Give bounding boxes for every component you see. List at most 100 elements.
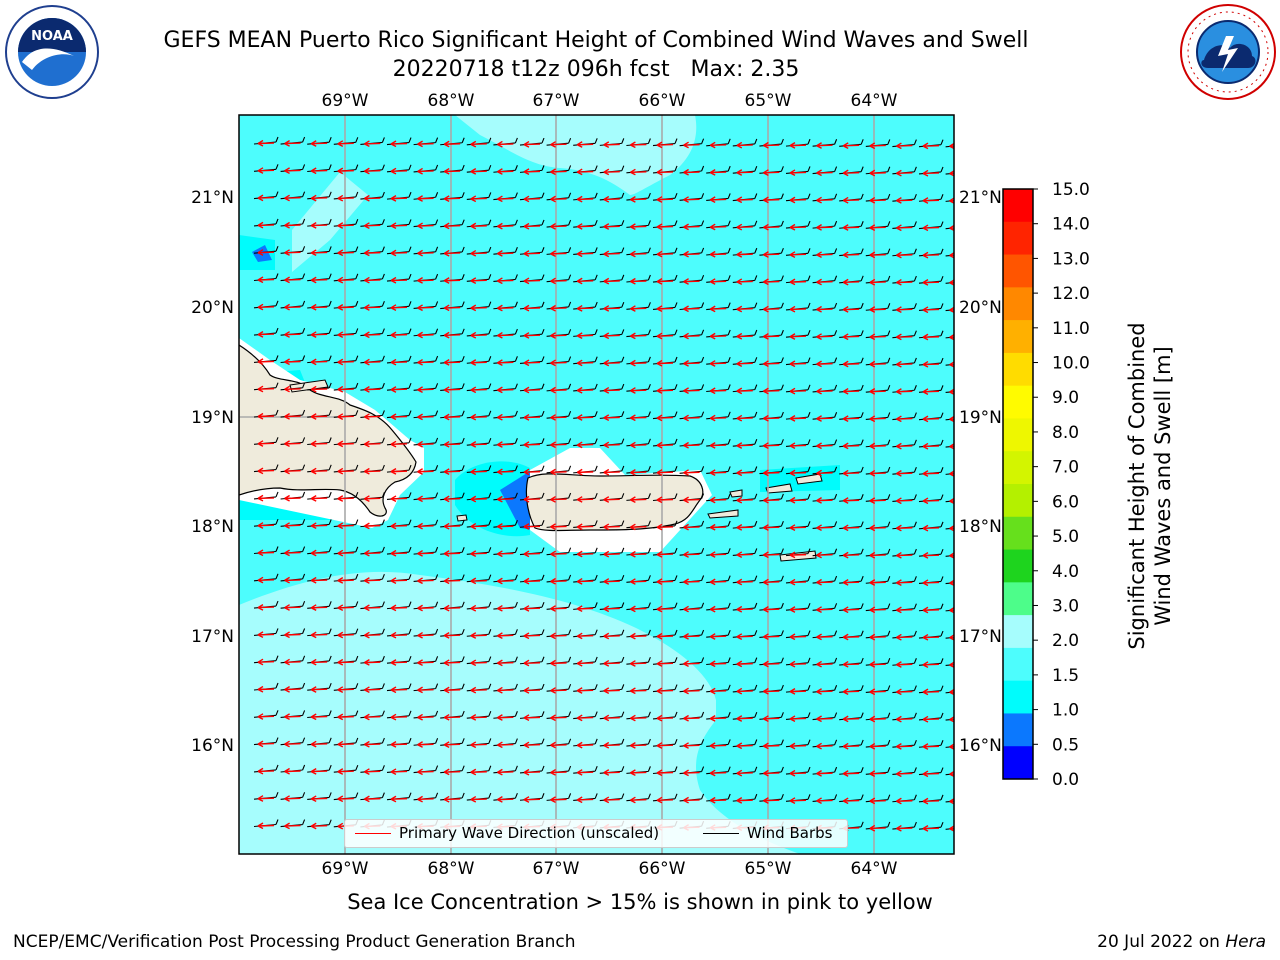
wave-arrow-348: [896, 470, 913, 477]
wave-arrow-656: [470, 795, 487, 803]
wave-arrow-567: [257, 713, 275, 720]
map-frame: [238, 114, 955, 855]
wave-arrow-387: [497, 523, 514, 530]
wave-arrow-103: [842, 224, 860, 231]
wave-arrow-408: [337, 549, 354, 557]
wave-arrow-59: [390, 195, 408, 202]
wave-arrow-562: [842, 688, 860, 695]
wave-arrow-4: [364, 140, 381, 148]
wave-arrow-398: [789, 524, 807, 531]
wave-arrow-544: [364, 686, 381, 694]
wave-arrow-57: [337, 194, 354, 202]
wave-arrow-133: [922, 251, 940, 259]
wave-arrow-505: [763, 633, 780, 641]
wave-arrow-194: [390, 331, 408, 339]
land-puerto-rico: [525, 473, 704, 532]
wave-arrow-322: [922, 442, 940, 450]
wave-arrow-453: [816, 578, 833, 586]
wave-arrow-413: [470, 550, 487, 557]
sea-region-2-2_5-north: [455, 115, 697, 195]
sea-region-0_5-1-mona: [500, 468, 535, 530]
wave-arrow-265: [842, 387, 860, 395]
wave-arrow-579: [576, 714, 594, 722]
wave-arrow-312: [656, 441, 674, 449]
wave-arrow-38: [550, 168, 567, 176]
wave-arrow-386: [470, 522, 487, 530]
wave-arrow-139: [364, 276, 381, 284]
wave-arrow-377: [949, 497, 954, 505]
wave-arrow-358: [443, 495, 461, 503]
wave-arrow-355: [364, 495, 381, 502]
wave-arrow-677: [310, 822, 328, 830]
lon-tick-top-2: 67°W: [533, 91, 580, 111]
wave-arrow-357: [417, 495, 434, 503]
wave-arrow-631: [523, 768, 541, 776]
wave-arrow-363: [576, 496, 594, 503]
wave-arrow-478: [763, 606, 780, 613]
wave-arrow-395: [709, 523, 727, 531]
wave-arrow-278: [470, 413, 487, 421]
lon-tick-bottom-0: 69°W: [322, 859, 369, 879]
wave-arrow-100: [763, 223, 780, 231]
wave-arrow-237: [816, 360, 833, 368]
wave-arrow-460: [284, 604, 301, 611]
wave-arrow-521: [470, 659, 487, 667]
wave-arrow-432: [257, 576, 275, 584]
wave-arrow-263: [789, 387, 807, 395]
wave-arrow-120: [576, 250, 594, 258]
wave-arrow-145: [523, 277, 541, 285]
wave-arrow-28: [284, 167, 301, 175]
wave-arrow-156: [816, 278, 833, 286]
wave-arrow-487: [284, 631, 301, 639]
wind-barb-377: [945, 500, 954, 503]
wave-arrow-206: [709, 332, 727, 340]
wave-arrow-185: [869, 306, 886, 313]
wave-arrow-598: [364, 740, 381, 748]
wave-arrow-492: [417, 631, 434, 639]
wave-arrow-118: [523, 250, 541, 257]
wave-arrow-201: [576, 332, 594, 340]
wave-arrow-619: [922, 743, 940, 750]
wave-arrow-205: [683, 332, 700, 340]
wave-arrow-198: [497, 331, 514, 339]
wave-arrow-504: [736, 633, 753, 640]
wave-arrow-610: [683, 742, 700, 749]
wave-arrow-61: [443, 195, 461, 202]
wave-arrow-98: [709, 223, 727, 231]
wave-arrow-354: [337, 495, 354, 502]
colorbar-tick-13: 2.0: [1052, 631, 1079, 651]
wave-arrow-469: [523, 605, 541, 612]
wave-arrow-605: [550, 741, 567, 749]
wave-arrow-510: [896, 633, 913, 641]
wave-arrow-600: [417, 741, 434, 748]
wave-arrow-624: [337, 768, 354, 775]
wave-arrow-480: [816, 606, 833, 613]
wave-arrow-221: [390, 358, 408, 366]
wave-arrow-53: [949, 170, 954, 177]
colorbar-title: Significant Height of Combined Wind Wave…: [1124, 316, 1176, 656]
wave-arrow-191: [310, 331, 328, 338]
wave-arrow-528: [656, 660, 674, 667]
wave-arrow-303: [417, 440, 434, 448]
wave-arrow-546: [417, 686, 434, 694]
wave-arrow-539: [949, 661, 954, 668]
wave-arrow-595: [284, 740, 301, 748]
wave-arrow-280: [523, 413, 541, 421]
wave-arrow-557: [709, 687, 727, 695]
colorbar-segment-10: [1003, 516, 1033, 551]
wave-arrow-392: [630, 523, 647, 531]
wave-arrow-526: [603, 659, 620, 667]
wave-arrow-90: [497, 222, 514, 230]
wave-arrow-242: [949, 361, 954, 368]
wave-arrow-572: [390, 713, 408, 721]
wave-arrow-222: [417, 358, 434, 366]
wave-arrow-170: [470, 304, 487, 312]
wave-arrow-300: [337, 440, 354, 448]
wave-arrow-657: [497, 796, 514, 803]
wave-arrow-402: [896, 524, 913, 532]
wave-arrow-574: [443, 713, 461, 721]
wave-arrow-335: [550, 468, 567, 476]
wave-arrow-169: [443, 304, 461, 312]
wave-arrow-243: [257, 385, 275, 393]
